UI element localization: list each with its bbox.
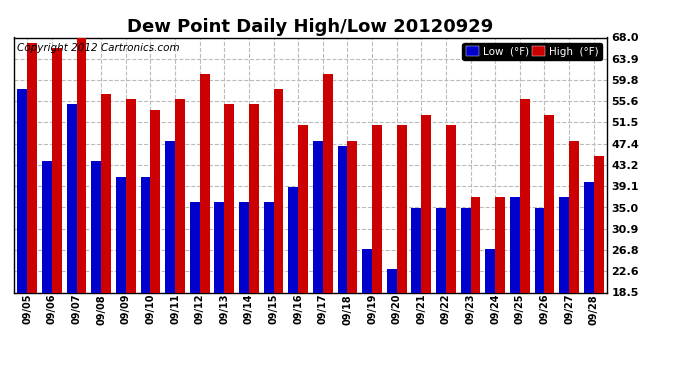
Bar bbox=[42, 161, 52, 292]
Bar bbox=[584, 182, 593, 292]
Bar bbox=[510, 197, 520, 292]
Bar bbox=[91, 161, 101, 292]
Bar bbox=[224, 105, 234, 292]
Bar bbox=[387, 269, 397, 292]
Bar bbox=[323, 74, 333, 292]
Bar bbox=[372, 125, 382, 292]
Bar bbox=[559, 197, 569, 292]
Bar bbox=[101, 94, 111, 292]
Bar bbox=[348, 141, 357, 292]
Bar bbox=[535, 207, 544, 292]
Bar bbox=[520, 99, 530, 292]
Bar bbox=[397, 125, 406, 292]
Bar bbox=[77, 38, 86, 292]
Bar bbox=[190, 202, 199, 292]
Bar bbox=[249, 105, 259, 292]
Bar bbox=[485, 249, 495, 292]
Bar bbox=[593, 156, 604, 292]
Bar bbox=[495, 197, 505, 292]
Bar bbox=[337, 146, 348, 292]
Bar bbox=[175, 99, 185, 292]
Bar bbox=[141, 177, 150, 292]
Bar bbox=[288, 187, 298, 292]
Bar bbox=[215, 202, 224, 292]
Bar bbox=[313, 141, 323, 292]
Bar bbox=[461, 207, 471, 292]
Bar bbox=[199, 74, 210, 292]
Bar bbox=[52, 48, 62, 292]
Bar bbox=[436, 207, 446, 292]
Bar bbox=[544, 115, 554, 292]
Bar bbox=[273, 89, 284, 292]
Bar bbox=[165, 141, 175, 292]
Legend: Low  (°F), High  (°F): Low (°F), High (°F) bbox=[462, 43, 602, 60]
Text: Copyright 2012 Cartronics.com: Copyright 2012 Cartronics.com bbox=[17, 43, 179, 52]
Bar bbox=[471, 197, 480, 292]
Bar bbox=[150, 110, 160, 292]
Bar bbox=[264, 202, 273, 292]
Bar bbox=[569, 141, 579, 292]
Bar bbox=[422, 115, 431, 292]
Bar bbox=[411, 207, 422, 292]
Bar bbox=[446, 125, 456, 292]
Bar bbox=[298, 125, 308, 292]
Bar bbox=[116, 177, 126, 292]
Bar bbox=[239, 202, 249, 292]
Bar bbox=[362, 249, 372, 292]
Bar bbox=[28, 43, 37, 292]
Bar bbox=[126, 99, 136, 292]
Title: Dew Point Daily High/Low 20120929: Dew Point Daily High/Low 20120929 bbox=[128, 18, 493, 36]
Bar bbox=[67, 105, 77, 292]
Bar bbox=[17, 89, 28, 292]
